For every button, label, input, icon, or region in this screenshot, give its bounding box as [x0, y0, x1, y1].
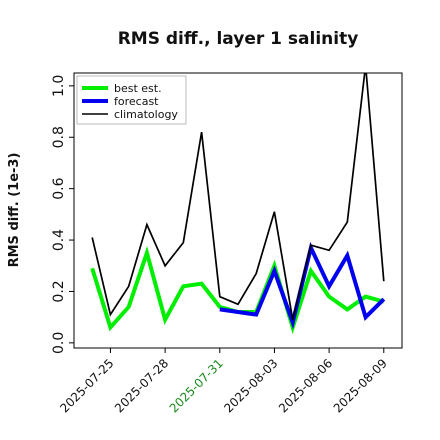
x-tick-label: 2025-08-06 — [276, 356, 335, 415]
x-axis: 2025-07-252025-07-282025-07-312025-08-03… — [57, 348, 390, 415]
x-tick-label: 2025-07-28 — [112, 356, 171, 415]
x-tick-label: 2025-07-25 — [57, 356, 116, 415]
series-lines — [90, 73, 386, 335]
y-axis: 0.0 0.2 0.4 0.6 0.8 1.0 — [51, 75, 74, 354]
legend: best est. forecast climatology — [76, 75, 187, 125]
y-tick-label: 1.0 — [51, 75, 67, 97]
series-line-climatology — [91, 73, 385, 320]
legend-label-best-est: best est. — [114, 82, 162, 95]
legend-label-climatology: climatology — [114, 108, 178, 121]
y-axis-label: RMS diff. (1e-3) — [7, 153, 22, 268]
legend-label-forecast: forecast — [114, 95, 159, 108]
chart-title: RMS diff., layer 1 salinity — [118, 29, 359, 49]
y-tick-label: 0.4 — [51, 229, 67, 251]
x-tick-label: 2025-07-31 — [167, 356, 226, 415]
x-tick-label: 2025-08-03 — [221, 356, 280, 415]
y-tick-label: 0.8 — [51, 126, 67, 148]
x-tick-label: 2025-08-09 — [331, 356, 390, 415]
y-tick-label: 0.6 — [51, 177, 67, 199]
y-tick-label: 0.2 — [51, 280, 67, 302]
y-tick-label: 0.0 — [51, 332, 67, 354]
